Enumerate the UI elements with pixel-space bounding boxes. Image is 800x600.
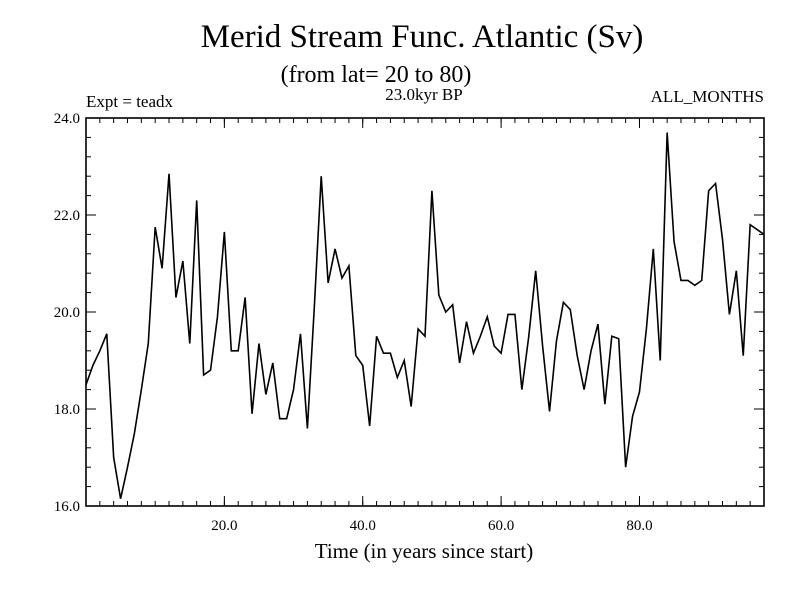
- x-tick-label: 80.0: [626, 518, 652, 534]
- y-tick-label: 16.0: [54, 499, 80, 515]
- x-axis-label: Time (in years since start): [315, 539, 534, 563]
- chart-title: Merid Stream Func. Atlantic (Sv): [201, 19, 644, 55]
- x-tick-labels: 20.0 40.0 60.0 80.0: [211, 518, 652, 534]
- y-tick-label: 22.0: [54, 208, 80, 224]
- plot-frame: [85, 117, 765, 507]
- y-tick-label: 18.0: [54, 402, 80, 418]
- axis-ticks: [86, 117, 764, 507]
- y-tick-label: 24.0: [54, 111, 80, 127]
- months-label: ALL_MONTHS: [651, 87, 764, 106]
- experiment-label: Expt = teadx: [86, 92, 174, 111]
- y-tick-label: 20.0: [54, 305, 80, 321]
- x-tick-label: 60.0: [488, 518, 514, 534]
- x-tick-label: 20.0: [211, 518, 237, 534]
- x-tick-label: 40.0: [350, 518, 376, 534]
- chart-subtitle: (from lat= 20 to 80): [281, 62, 472, 88]
- data-series-line: [85, 132, 765, 499]
- period-label: 23.0kyr BP: [385, 85, 462, 104]
- y-tick-labels: 16.0 18.0 20.0 22.0 24.0: [54, 111, 80, 515]
